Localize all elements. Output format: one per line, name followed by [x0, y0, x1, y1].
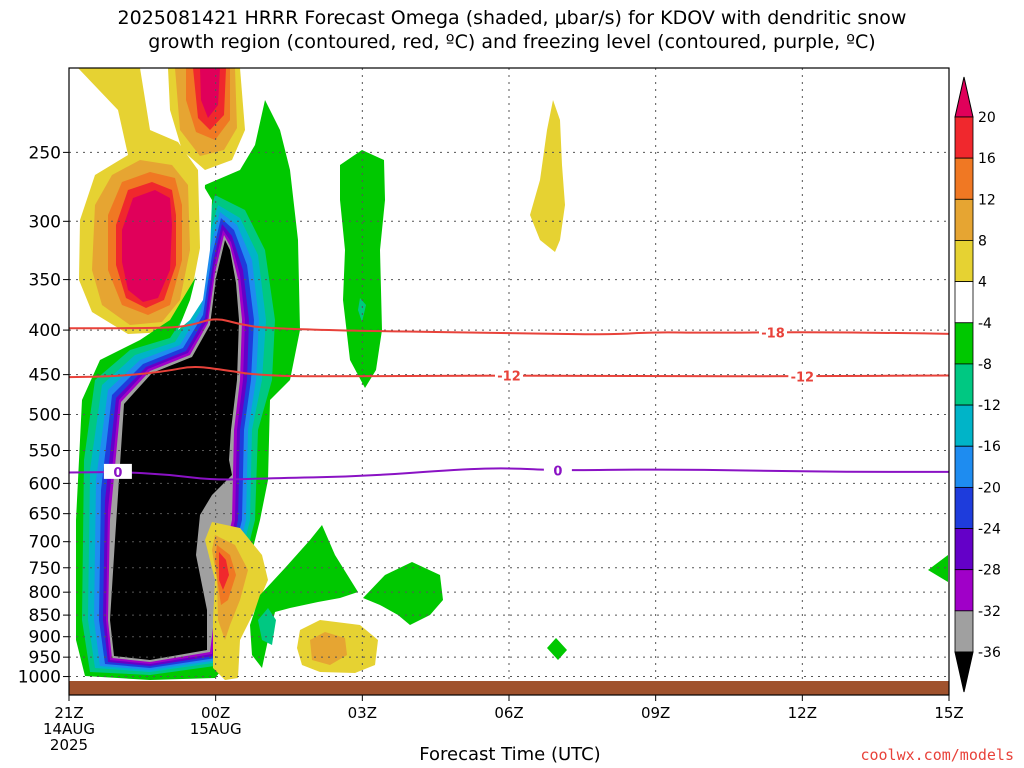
- omega-gap-white: [178, 180, 212, 330]
- colorbar-label: 12: [978, 192, 996, 208]
- contour-line: [69, 467, 949, 481]
- colorbar-swatch: [954, 116, 974, 159]
- contour-label: -18: [761, 326, 785, 341]
- contour-label-bg: [543, 462, 572, 478]
- colorbar-label: -28: [978, 563, 1001, 579]
- y-tick-label: 900: [29, 628, 61, 648]
- x-tick-label: 2025: [50, 736, 88, 754]
- colorbar-label: -24: [978, 522, 1001, 538]
- colorbar-swatch: [954, 445, 974, 488]
- title-line-1: 2025081421 HRRR Forecast Omega (shaded, …: [117, 7, 907, 29]
- omega-shade-neg8-mid: [258, 608, 276, 645]
- y-tick-label: 350: [29, 271, 61, 291]
- colorbar-label: 4: [978, 275, 987, 291]
- colorbar-label: -8: [978, 357, 992, 373]
- y-tick-label: 550: [29, 442, 61, 462]
- colorbar-swatch: [954, 240, 974, 283]
- x-tick-label: 00Z: [201, 704, 230, 722]
- omega-shade-neg8-03z: [358, 298, 366, 322]
- omega-shade-neg4-04z: [363, 562, 443, 625]
- x-tick-label: 03Z: [348, 704, 377, 722]
- x-tick-label: 15AUG: [190, 720, 242, 738]
- contour-line: [69, 318, 949, 336]
- omega-shade-8-02z: [310, 632, 347, 665]
- colorbar-swatch: [954, 281, 974, 324]
- colorbar-swatch: [954, 528, 974, 571]
- omega-shade-4-07z: [530, 100, 565, 252]
- x-tick-label: 21Z: [54, 704, 83, 722]
- contour-line: [69, 365, 949, 379]
- colorbar-label: 16: [978, 151, 996, 167]
- y-tick-label: 250: [29, 143, 61, 163]
- colorbar-swatch: [954, 198, 974, 241]
- colorbar-swatch: [954, 404, 974, 447]
- colorbar-label: 8: [978, 233, 987, 249]
- y-axis-ticks: 2503003504004505005506006507007508008509…: [18, 143, 69, 688]
- contour-label-bg: [103, 463, 132, 479]
- y-tick-label: 850: [29, 606, 61, 626]
- contour-label: 0: [553, 465, 562, 480]
- title-line-2: growth region (contoured, red, ºC) and f…: [148, 31, 876, 53]
- omega-shade-neg4-03z: [340, 150, 385, 388]
- ground-strip: [69, 681, 949, 695]
- x-axis-title: Forecast Time (UTC): [419, 744, 601, 765]
- y-tick-label: 800: [29, 583, 61, 603]
- contour-label-bg: [759, 324, 787, 340]
- y-tick-label: 700: [29, 533, 61, 553]
- y-tick-label: 950: [29, 648, 61, 668]
- omega-shaded-field: [76, 68, 948, 680]
- colorbar-label: -16: [978, 439, 1001, 455]
- x-tick-label: 06Z: [494, 704, 523, 722]
- colorbar-swatch: [954, 486, 974, 529]
- chart-title: 2025081421 HRRR Forecast Omega (shaded, …: [0, 6, 1024, 54]
- y-tick-label: 450: [29, 366, 61, 386]
- omega-shade-20: [122, 190, 172, 302]
- x-tick-label: 12Z: [788, 704, 817, 722]
- contour-label-bg: [495, 367, 523, 383]
- x-tick-label: 14AUG: [43, 720, 95, 738]
- colorbar-label: -4: [978, 316, 992, 332]
- colorbar-label: 20: [978, 110, 996, 126]
- y-tick-label: 300: [29, 212, 61, 232]
- omega-shade-neg4-07z: [547, 638, 567, 660]
- colorbar-swatch: [954, 157, 974, 200]
- omega-shade-neg4-15z: [928, 555, 948, 582]
- colorbar: 20 16 12 8 4 -4 -8 -12 -16 -20 -24 -28 -32 -36: [954, 76, 1001, 693]
- y-tick-label: 500: [29, 405, 61, 425]
- omega-shade-16-low: [219, 552, 229, 590]
- omega-shade-20-top: [200, 68, 220, 118]
- colorbar-swatch: [954, 363, 974, 406]
- y-tick-label: 650: [29, 505, 61, 525]
- x-tick-label: 15Z: [934, 704, 963, 722]
- contour-label: -12: [791, 370, 815, 385]
- source-credit: coolwx.com/models: [860, 746, 1014, 764]
- y-tick-label: 1000: [18, 668, 61, 688]
- colorbar-bottom-arrow: [954, 651, 974, 693]
- omega-shade-neg4-mid: [250, 525, 358, 668]
- y-tick-label: 750: [29, 559, 61, 579]
- colorbar-swatch: [954, 569, 974, 612]
- colorbar-label: -20: [978, 480, 1001, 496]
- colorbar-swatch: [954, 610, 974, 653]
- y-tick-label: 400: [29, 321, 61, 341]
- colorbar-label: -36: [978, 645, 1001, 661]
- contour-label: -12: [497, 369, 521, 384]
- contour-label-bg: [788, 368, 817, 384]
- colorbar-label: -32: [978, 604, 1001, 620]
- y-tick-label: 600: [29, 474, 61, 494]
- temperature-contours: -18 -12 -12 0 0: [69, 318, 949, 481]
- colorbar-swatch: [954, 322, 974, 365]
- x-tick-label: 09Z: [641, 704, 670, 722]
- contour-label: 0: [113, 466, 122, 481]
- colorbar-top-arrow: [954, 76, 974, 118]
- omega-shade-neg36: [110, 240, 239, 660]
- colorbar-label: -12: [978, 398, 1001, 414]
